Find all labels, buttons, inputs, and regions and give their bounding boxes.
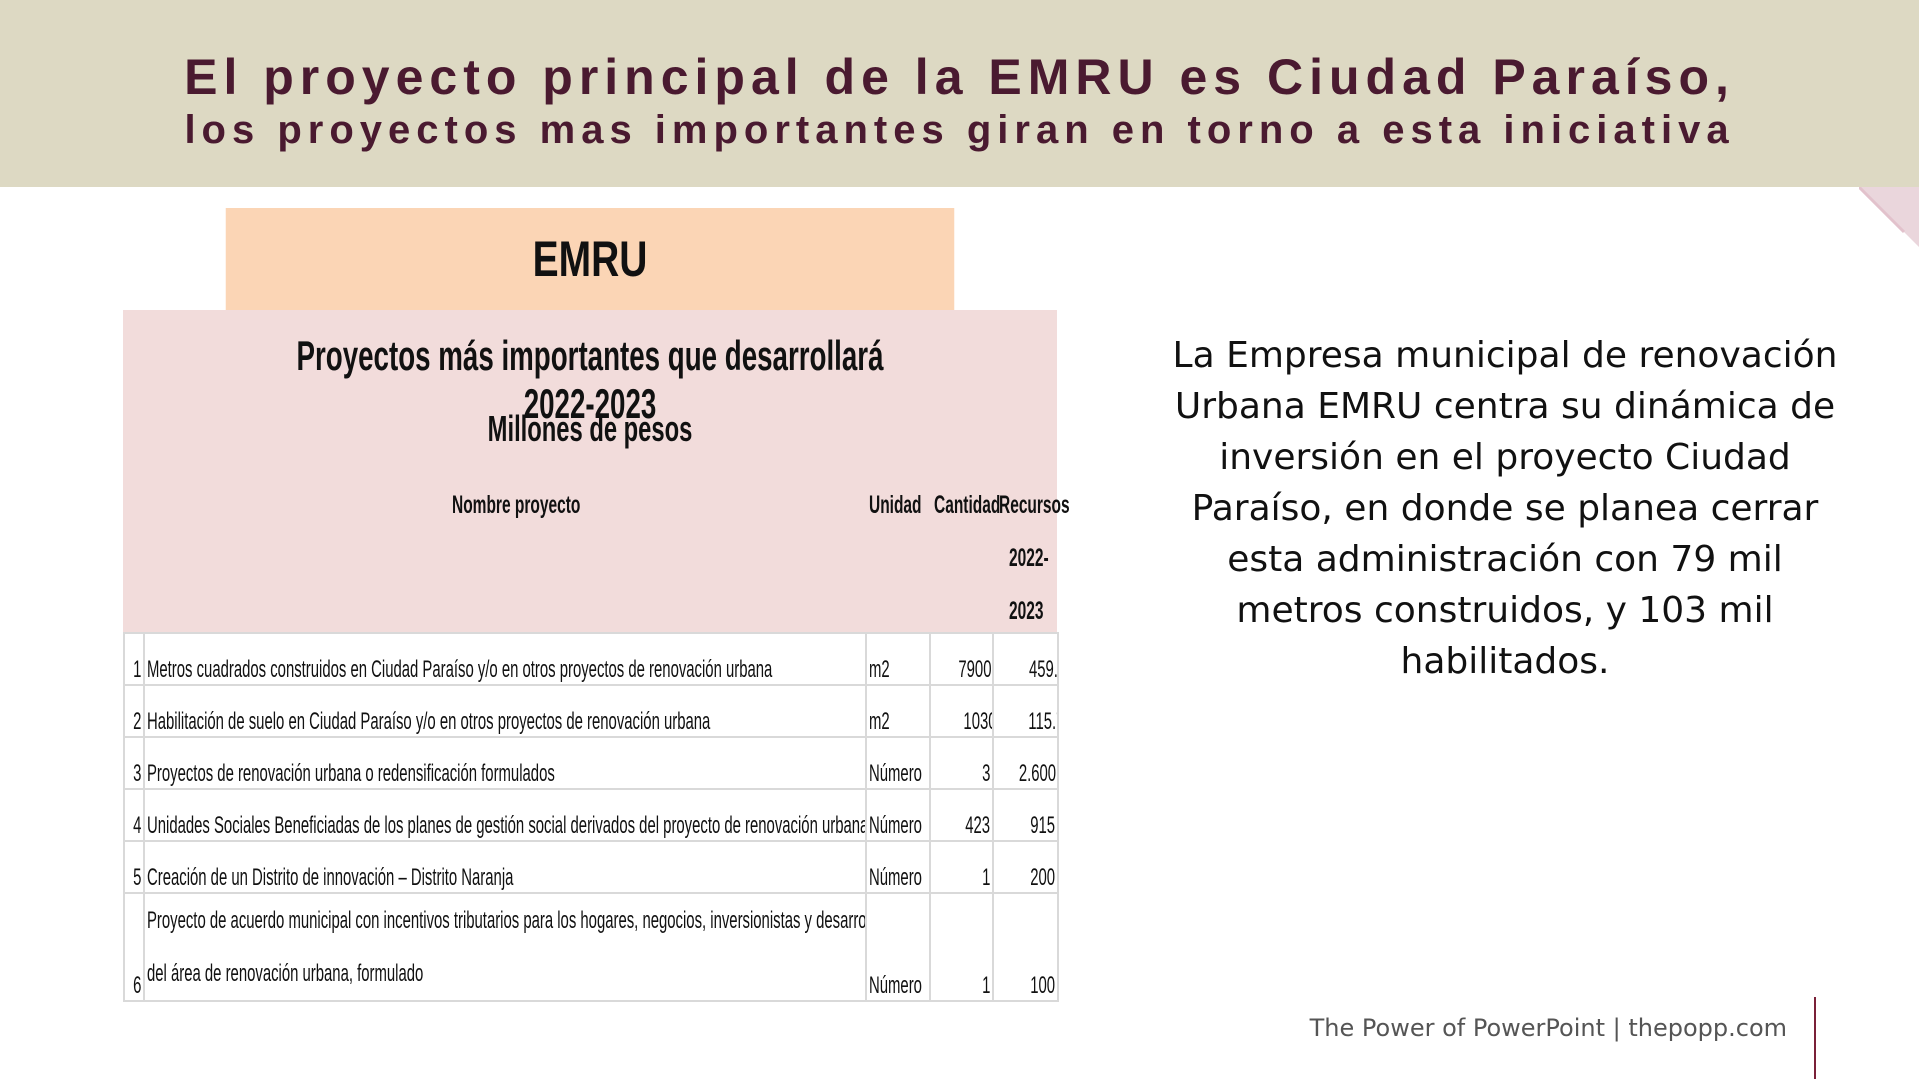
col-header-name: Nombre proyecto: [452, 491, 581, 519]
row-unit: m2: [865, 632, 931, 686]
col-header-qty: Cantidad: [934, 491, 1001, 519]
table-row: 2 Habilitación de suelo en Ciudad Paraís…: [123, 684, 1059, 738]
row-quantity: 423: [929, 788, 994, 842]
row-unit: Número: [865, 788, 931, 842]
row-unit: Número: [865, 736, 931, 790]
row-unit: Número: [865, 840, 931, 894]
row-project-name: Creación de un Distrito de innovación – …: [143, 840, 867, 894]
projects-table: 1 Metros cuadrados construidos en Ciudad…: [123, 632, 1059, 1002]
table-row: 3 Proyectos de renovación urbana o reden…: [123, 736, 1059, 790]
row-project-name: Proyectos de renovación urbana o redensi…: [143, 736, 867, 790]
slide-title-line2: los proyectos mas importantes giran en t…: [184, 108, 1735, 152]
row-index: 5: [123, 840, 145, 894]
col-header-resources-year1: 2022-: [1009, 544, 1049, 572]
table-units-note: Millones de pesos: [487, 408, 693, 449]
row-resources: 459.299: [992, 632, 1059, 686]
table-row: 4 Unidades Sociales Beneficiadas de los …: [123, 788, 1059, 842]
row-resources: 115.774: [992, 684, 1059, 738]
table-row: 5 Creación de un Distrito de innovación …: [123, 840, 1059, 894]
slide-title-line1: El proyecto principal de la EMRU es Ciud…: [184, 49, 1735, 105]
row-project-name: Unidades Sociales Beneficiadas de los pl…: [143, 788, 867, 842]
col-header-resources: Recursos: [999, 491, 1070, 519]
row-project-name: Proyecto de acuerdo municipal con incent…: [143, 892, 867, 1002]
table-title: EMRU: [225, 208, 955, 310]
footer-credit: The Power of PowerPoint | thepopp.com: [1309, 1014, 1787, 1042]
row-quantity: 1: [929, 892, 994, 1002]
row-index: 6: [123, 892, 145, 1002]
table-row: 6 Proyecto de acuerdo municipal con ince…: [123, 892, 1059, 1002]
corner-decoration: [1859, 187, 1919, 247]
description-text: La Empresa municipal de renovación Urban…: [1172, 335, 1838, 682]
col-header-resources-year2: 2023: [1009, 597, 1044, 625]
footer-divider: [1814, 997, 1816, 1079]
row-resources: 2.600: [992, 736, 1059, 790]
projects-table-image: EMRU Proyectos más importantes que desar…: [123, 208, 1070, 1002]
row-index: 2: [123, 684, 145, 738]
row-resources: 200: [992, 840, 1059, 894]
row-unit: Número: [865, 892, 931, 1002]
row-quantity: 1: [929, 840, 994, 894]
row-resources: 100: [992, 892, 1059, 1002]
title-banner: El proyecto principal de la EMRU es Ciud…: [0, 0, 1919, 187]
table-header: Proyectos más importantes que desarrolla…: [123, 310, 1070, 632]
row-resources: 915: [992, 788, 1059, 842]
table-row: 1 Metros cuadrados construidos en Ciudad…: [123, 632, 1059, 686]
row-index: 1: [123, 632, 145, 686]
row-index: 3: [123, 736, 145, 790]
row-quantity: 3: [929, 736, 994, 790]
row-project-name: Habilitación de suelo en Ciudad Paraíso …: [143, 684, 867, 738]
row-quantity: 103075: [929, 684, 994, 738]
col-header-unit: Unidad: [869, 491, 922, 519]
row-quantity: 79000: [929, 632, 994, 686]
row-project-name: Metros cuadrados construidos en Ciudad P…: [143, 632, 867, 686]
table-subtitle: Proyectos más importantes que desarrolla…: [296, 332, 884, 427]
row-index: 4: [123, 788, 145, 842]
row-unit: m2: [865, 684, 931, 738]
